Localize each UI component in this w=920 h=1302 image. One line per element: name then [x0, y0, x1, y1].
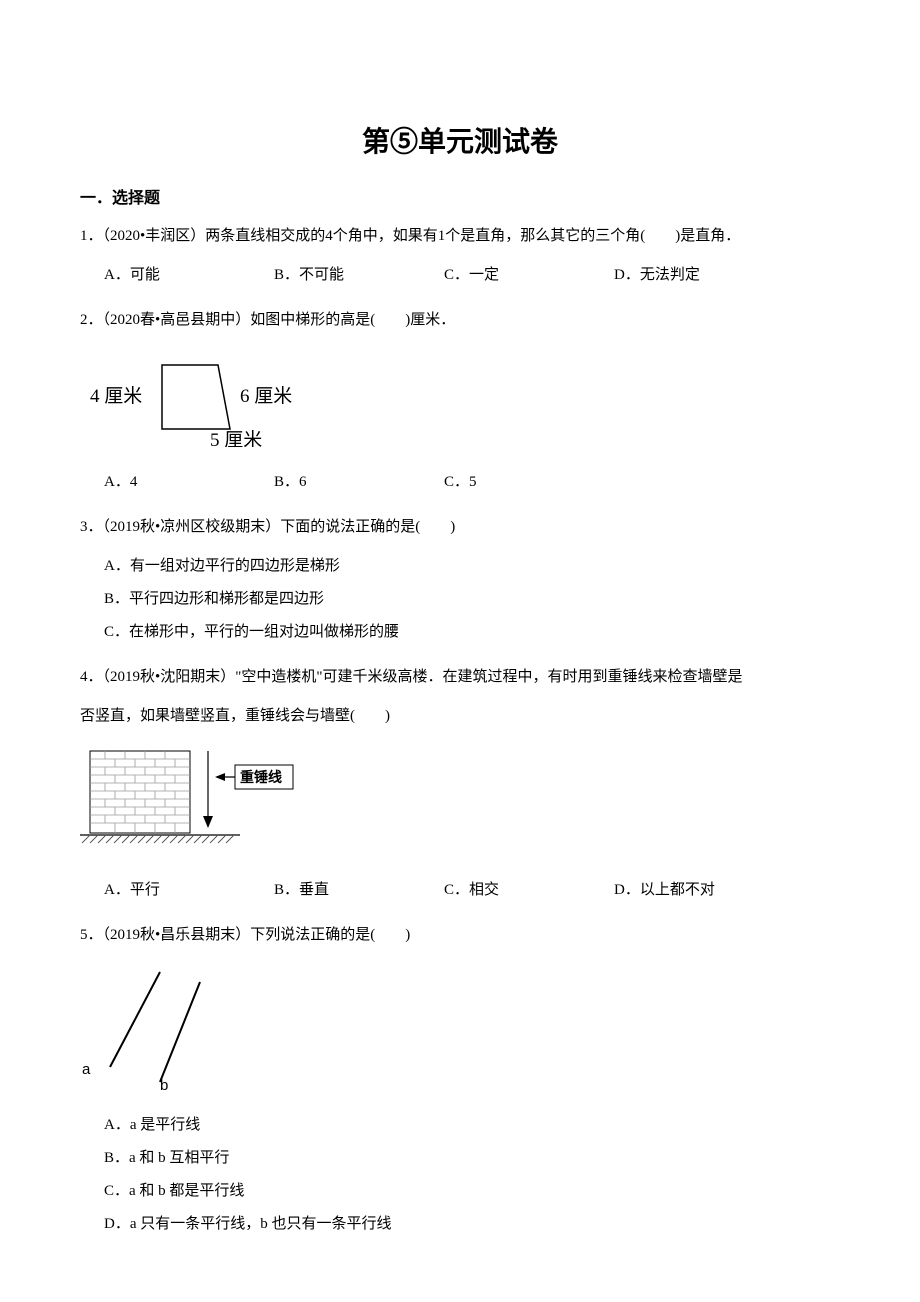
- q2-opt-a: A．4: [104, 466, 274, 499]
- q4-opt-d: D．以上都不对: [614, 874, 784, 907]
- q5-opt-d: D．a 只有一条平行线，b 也只有一条平行线: [104, 1208, 840, 1241]
- ground-hatch: [82, 835, 234, 843]
- line-a: [110, 972, 160, 1067]
- q5-options: A．a 是平行线 B．a 和 b 互相平行 C．a 和 b 都是平行线 D．a …: [104, 1109, 840, 1241]
- page-title: 第⑤单元测试卷: [80, 120, 840, 160]
- question-2: 2．（2020春•高邑县期中）如图中梯形的高是( )厘米． 4 厘米 6 厘米 …: [80, 304, 840, 499]
- label-b: b: [160, 1077, 168, 1092]
- q1-opt-c: C．一定: [444, 259, 614, 292]
- label-a: a: [82, 1061, 91, 1078]
- q4-text-line1: 4．（2019秋•沈阳期末）"空中造楼机"可建千米级高楼．在建筑过程中，有时用到…: [80, 661, 840, 694]
- q3-options: A．有一组对边平行的四边形是梯形 B．平行四边形和梯形都是四边形 C．在梯形中，…: [104, 550, 840, 649]
- q3-opt-a: A．有一组对边平行的四边形是梯形: [104, 550, 840, 583]
- trapezoid-diagram: 4 厘米 6 厘米 5 厘米: [80, 347, 840, 460]
- trapezoid-left-label: 4 厘米: [90, 385, 142, 407]
- q1-opt-a: A．可能: [104, 259, 274, 292]
- q5-opt-c: C．a 和 b 都是平行线: [104, 1175, 840, 1208]
- section-header: 一．选择题: [80, 184, 840, 208]
- q3-opt-b: B．平行四边形和梯形都是四边形: [104, 583, 840, 616]
- question-5: 5．（2019秋•昌乐县期末）下列说法正确的是( ) a b A．a 是平行线 …: [80, 919, 840, 1241]
- q2-opt-c: C．5: [444, 466, 614, 499]
- q4-opt-c: C．相交: [444, 874, 614, 907]
- q3-opt-c: C．在梯形中，平行的一组对边叫做梯形的腰: [104, 616, 840, 649]
- trapezoid-shape: [162, 365, 230, 429]
- q2-text: 2．（2020春•高邑县期中）如图中梯形的高是( )厘米．: [80, 304, 840, 337]
- q4-opt-a: A．平行: [104, 874, 274, 907]
- wall-diagram: 重锤线: [80, 743, 840, 866]
- wall-bricks: [90, 751, 190, 833]
- q4-opt-b: B．垂直: [274, 874, 444, 907]
- q1-opt-d: D．无法判定: [614, 259, 784, 292]
- label-arrow-head: [215, 773, 225, 781]
- q5-opt-b: B．a 和 b 互相平行: [104, 1142, 840, 1175]
- q1-opt-b: B．不可能: [274, 259, 444, 292]
- parallel-lines-diagram: a b: [80, 962, 840, 1105]
- q2-options: A．4 B．6 C．5: [104, 466, 840, 499]
- line-b: [160, 982, 200, 1082]
- q1-text: 1．（2020•丰润区）两条直线相交成的4个角中，如果有1个是直角，那么其它的三…: [80, 220, 840, 253]
- question-1: 1．（2020•丰润区）两条直线相交成的4个角中，如果有1个是直角，那么其它的三…: [80, 220, 840, 292]
- q5-opt-a: A．a 是平行线: [104, 1109, 840, 1142]
- q5-text: 5．（2019秋•昌乐县期末）下列说法正确的是( ): [80, 919, 840, 952]
- q2-opt-b: B．6: [274, 466, 444, 499]
- q3-text: 3．（2019秋•凉州区校级期末）下面的说法正确的是( ): [80, 511, 840, 544]
- plumb-arrowhead: [203, 816, 213, 828]
- plumb-label-text: 重锤线: [240, 769, 282, 786]
- q1-options: A．可能 B．不可能 C．一定 D．无法判定: [104, 259, 840, 292]
- question-4: 4．（2019秋•沈阳期末）"空中造楼机"可建千米级高楼．在建筑过程中，有时用到…: [80, 661, 840, 907]
- trapezoid-bottom-label: 5 厘米: [210, 429, 262, 447]
- q4-options: A．平行 B．垂直 C．相交 D．以上都不对: [104, 874, 840, 907]
- question-3: 3．（2019秋•凉州区校级期末）下面的说法正确的是( ) A．有一组对边平行的…: [80, 511, 840, 649]
- q4-text-line2: 否竖直，如果墙壁竖直，重锤线会与墙壁( ): [80, 700, 840, 733]
- trapezoid-right-label: 6 厘米: [240, 385, 292, 407]
